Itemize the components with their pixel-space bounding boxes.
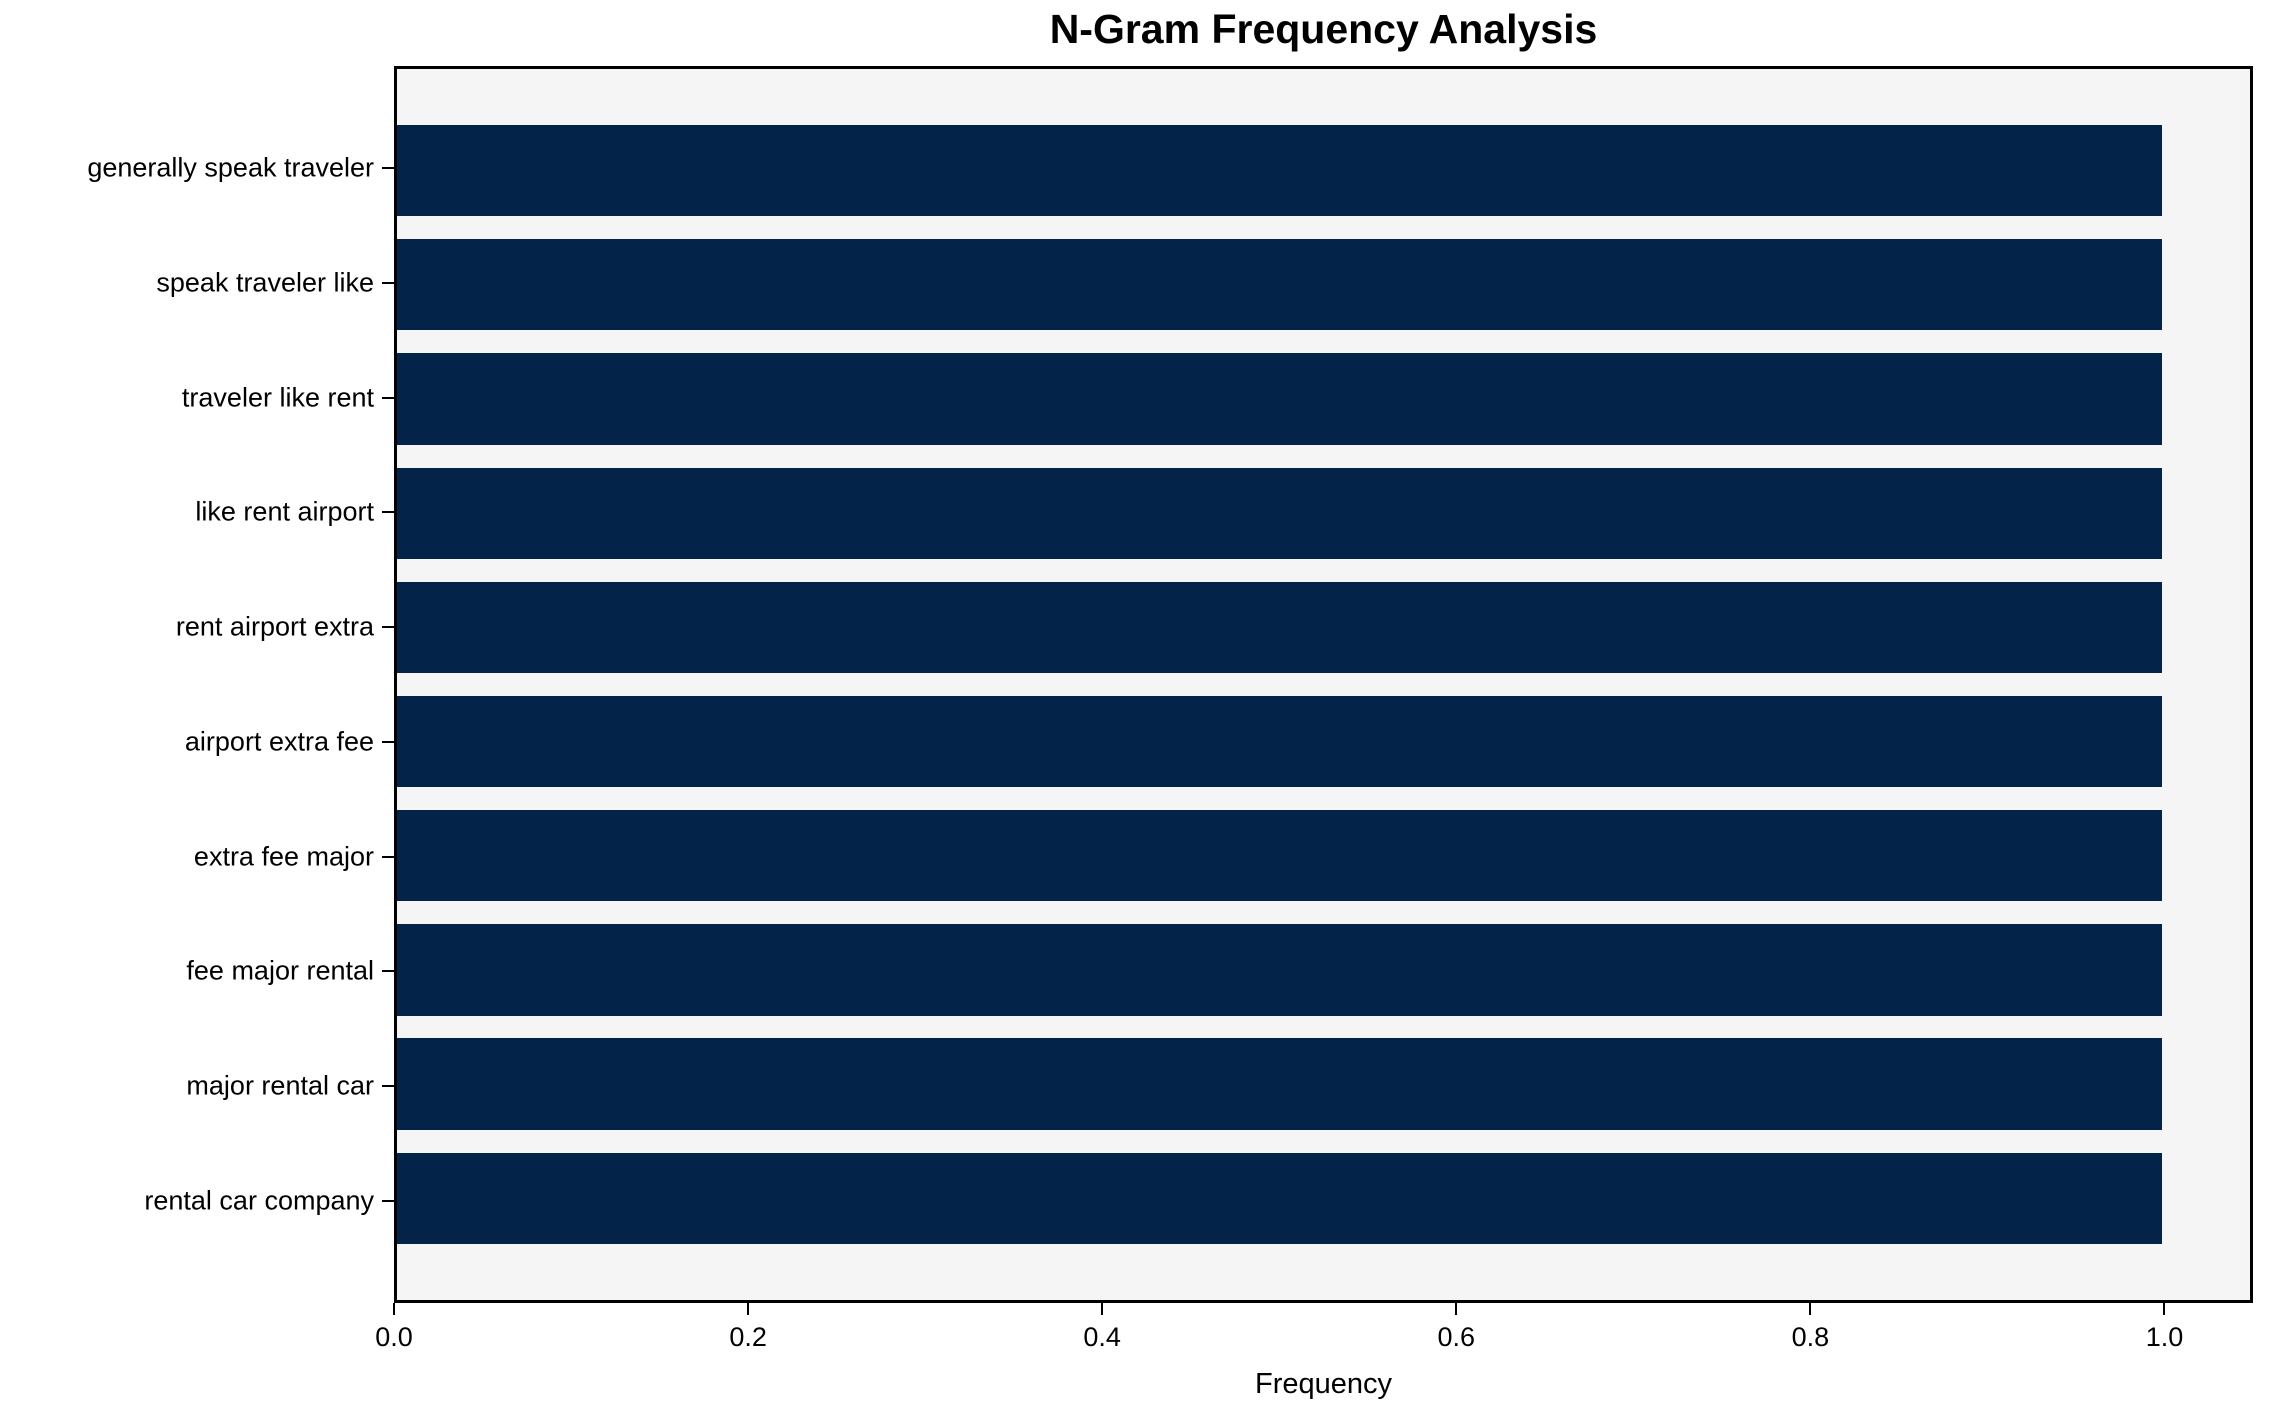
x-axis-label: Frequency [1254, 1368, 1392, 1400]
plot-area [394, 66, 2253, 1303]
bar-fee-major-rental [397, 924, 2162, 1016]
y-tick-label: extra fee major [193, 841, 374, 872]
y-tick-mark [382, 396, 394, 399]
bar-speak-traveler-like [397, 239, 2162, 331]
x-tick-label: 1.0 [2145, 1322, 2184, 1352]
bar-rental-car-company [397, 1152, 2162, 1245]
chart-title: N-Gram Frequency Analysis [1049, 6, 1598, 52]
y-tick-label: rent airport extra [175, 611, 374, 642]
x-tick-mark [747, 1303, 750, 1315]
y-tick-mark [382, 740, 394, 743]
bar-generally-speak-traveler [397, 124, 2162, 217]
x-tick-label: 0.6 [1437, 1322, 1476, 1352]
x-tick-mark [1809, 1303, 1812, 1315]
bar-rent-airport-extra [397, 581, 2162, 674]
y-tick-label: speak traveler like [156, 267, 374, 298]
x-tick-label: 0.8 [1791, 1322, 1830, 1352]
y-tick-label: airport extra fee [184, 726, 374, 757]
bar-major-rental-car [397, 1038, 2162, 1130]
x-tick-mark [1455, 1303, 1458, 1315]
y-tick-mark [382, 970, 394, 973]
x-tick-label: 0.4 [1083, 1322, 1121, 1352]
y-tick-label: traveler like rent [181, 382, 374, 413]
y-tick-mark [382, 855, 394, 858]
x-tick-mark [393, 1303, 395, 1315]
bar-traveler-like-rent [397, 353, 2162, 445]
x-tick-mark [1101, 1303, 1104, 1315]
bar-airport-extra-fee [397, 695, 2162, 788]
bar-like-rent-airport [397, 467, 2162, 559]
y-tick-mark [382, 626, 394, 629]
y-tick-label: fee major rental [186, 955, 374, 986]
y-tick-mark [382, 167, 394, 170]
y-tick-label: generally speak traveler [87, 152, 374, 183]
x-tick-label: 0.0 [375, 1322, 413, 1352]
y-tick-label: rental car company [144, 1185, 374, 1216]
y-tick-mark [382, 1199, 394, 1202]
x-tick-mark [2163, 1303, 2166, 1315]
y-tick-label: like rent airport [195, 496, 374, 527]
x-tick-label: 0.2 [729, 1322, 767, 1352]
bar-extra-fee-major [397, 810, 2162, 902]
y-tick-mark [382, 281, 394, 284]
y-tick-mark [382, 511, 394, 514]
y-tick-mark [382, 1085, 394, 1088]
y-tick-label: major rental car [186, 1070, 374, 1101]
